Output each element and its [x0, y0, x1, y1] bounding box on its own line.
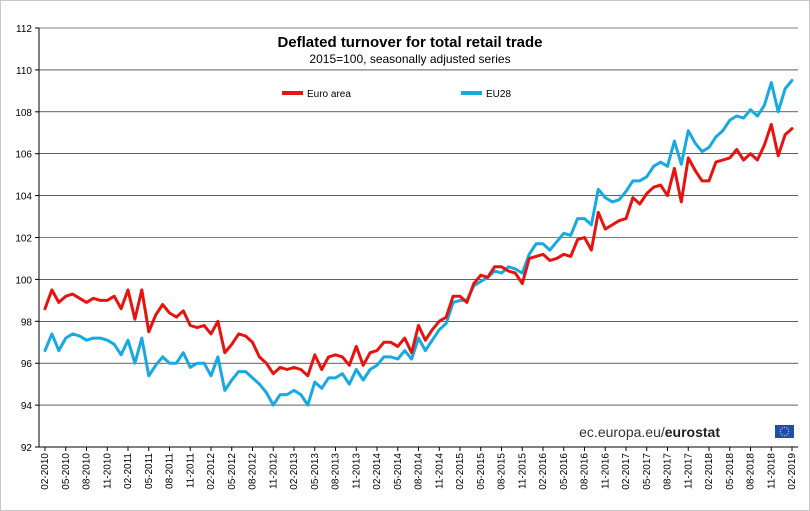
x-tick-label: 11-2015 — [517, 453, 528, 489]
x-tick-label: 05-2017 — [642, 453, 653, 490]
y-gridlines — [39, 27, 798, 406]
x-tick-label: 11-2014 — [434, 453, 445, 489]
x-tick-label: 02-2012 — [206, 453, 217, 490]
source-credit: ec.europa.eu/eurostat — [579, 424, 794, 440]
x-tick-label: 02-2018 — [704, 453, 715, 490]
x-tick-label: 11-2013 — [351, 453, 362, 489]
x-tick-label: 05-2018 — [725, 453, 736, 490]
legend: Euro area EU28 — [282, 89, 511, 100]
eu-star-icon — [783, 435, 786, 437]
source-brand: eurostat — [665, 424, 721, 440]
x-tick-label: 05-2014 — [393, 453, 404, 490]
y-tick-label: 104 — [15, 192, 32, 203]
eu-star-icon — [779, 430, 781, 433]
x-tick-label: 02-2017 — [621, 453, 632, 490]
x-axis-ticks: 02-2010 05-2010 08-2010 11-2010 02-2011 05-20… — [40, 447, 798, 490]
x-tick-label: 02-2011 — [123, 453, 134, 489]
series-lines — [43, 78, 794, 407]
y-tick-label: 106 — [15, 150, 32, 161]
x-tick-label: 02-2015 — [455, 453, 466, 490]
eu-flag-stars — [779, 426, 790, 437]
y-axis-ticks: 92 94 96 98 100 102 104 106 108 110 112 — [15, 24, 39, 454]
x-tick-label: 11-2018 — [766, 453, 777, 489]
y-tick-label: 110 — [16, 66, 32, 77]
x-tick-label: 11-2010 — [102, 453, 113, 489]
y-tick-label: 98 — [21, 317, 33, 328]
y-tick-label: 92 — [21, 443, 33, 454]
x-tick-label: 05-2015 — [476, 453, 487, 490]
eu-flag-icon — [775, 425, 794, 438]
x-tick-label: 05-2016 — [559, 453, 570, 490]
y-tick-label: 102 — [15, 234, 32, 245]
eu-star-icon — [786, 434, 788, 436]
x-tick-label: 08-2012 — [248, 453, 259, 490]
x-tick-label: 08-2011 — [165, 453, 176, 489]
chart-title: Deflated turnover for total retail trade — [277, 34, 542, 51]
y-tick-label: 112 — [16, 24, 32, 35]
x-tick-label: 11-2011 — [185, 453, 196, 489]
x-tick-label: 02-2013 — [289, 453, 300, 490]
x-tick-label: 08-2014 — [414, 453, 425, 490]
y-tick-label: 96 — [21, 359, 33, 370]
eu-star-icon — [786, 427, 788, 429]
x-tick-label: 05-2011 — [144, 453, 155, 489]
eu-star-icon — [780, 433, 782, 435]
eu-star-icon — [781, 427, 784, 429]
legend-label-eu28: EU28 — [486, 89, 511, 100]
x-tick-label: 11-2012 — [268, 453, 279, 489]
x-tick-label: 11-2017 — [683, 453, 694, 489]
x-tick-label: 02-2010 — [40, 453, 51, 490]
y-tick-label: 94 — [21, 401, 33, 412]
x-tick-label: 02-2014 — [372, 453, 383, 490]
x-tick-label: 02-2019 — [787, 453, 798, 490]
x-tick-label: 11-2016 — [600, 453, 611, 489]
x-tick-label: 08-2018 — [746, 453, 757, 490]
x-tick-label: 08-2015 — [497, 453, 508, 490]
series-line-euro-area — [43, 122, 794, 378]
source-text: ec.europa.eu/eurostat — [579, 424, 720, 440]
x-tick-label: 05-2010 — [61, 453, 72, 490]
y-tick-label: 108 — [15, 108, 32, 119]
legend-label-euro-area: Euro area — [307, 89, 351, 100]
eu-star-icon — [780, 428, 782, 430]
x-tick-label: 05-2013 — [310, 453, 321, 490]
eu-star-icon — [787, 433, 789, 435]
x-tick-label: 05-2012 — [227, 453, 238, 490]
eu-star-icon — [787, 428, 789, 430]
x-tick-label: 08-2013 — [331, 453, 342, 490]
x-tick-label: 08-2016 — [580, 453, 591, 490]
source-prefix: ec.europa.eu/ — [579, 424, 665, 440]
eu-star-icon — [783, 426, 786, 428]
x-tick-label: 08-2010 — [82, 453, 93, 490]
chart-subtitle: 2015=100, seasonally adjusted series — [309, 52, 510, 66]
eu-star-icon — [781, 434, 784, 436]
x-tick-label: 08-2017 — [663, 453, 674, 490]
x-tick-label: 02-2016 — [538, 453, 549, 490]
series-line-eu28 — [43, 78, 794, 407]
y-tick-label: 100 — [15, 275, 32, 286]
eu-star-icon — [788, 430, 790, 433]
